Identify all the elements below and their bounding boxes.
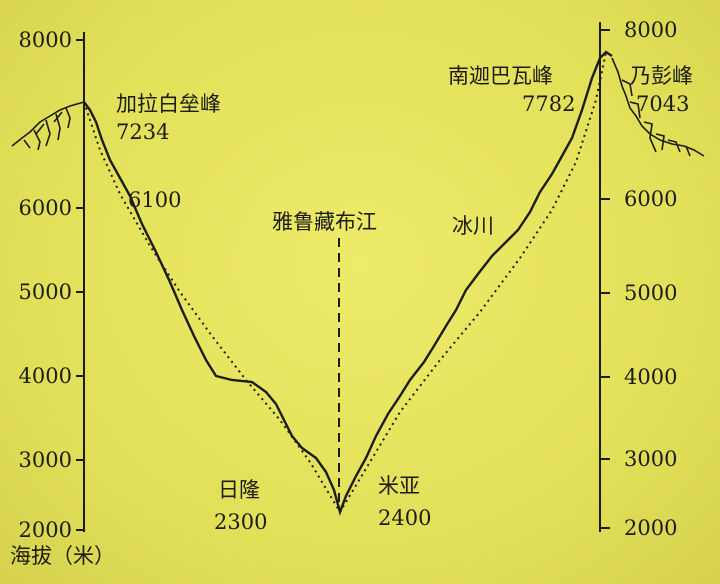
rilong-name: 日隆 (218, 478, 260, 502)
left-tick-5000: 5000 (18, 280, 72, 304)
right-tick-5000: 5000 (624, 281, 678, 305)
left-tick-3000: 3000 (18, 448, 72, 472)
miya-name: 米亚 (378, 474, 420, 498)
miya-elevation: 2400 (378, 506, 432, 530)
west-peak-elevation: 7234 (116, 120, 170, 144)
right-tick-8000: 8000 (624, 18, 678, 42)
glacier-label: 冰川 (452, 214, 494, 238)
left-tick-4000: 4000 (18, 364, 72, 388)
right-tick-2000: 2000 (624, 516, 678, 540)
right-tick-6000: 6000 (624, 187, 678, 211)
rilong-elevation: 2300 (214, 510, 268, 534)
terrain-profile-line (83, 50, 613, 516)
left-tick-6000: 6000 (18, 196, 72, 220)
left-tick-2000: 2000 (18, 518, 72, 542)
right-tick-3000: 3000 (624, 447, 678, 471)
elevation-axis-label: 海拔（米） (10, 544, 115, 568)
left-tick-8000: 8000 (18, 28, 72, 52)
far-east-peak-name: 乃彭峰 (630, 64, 693, 88)
west-ridge-sketch (11, 101, 85, 151)
right-axis-ticks (600, 29, 610, 529)
left-axis-ticks (76, 39, 84, 531)
river-label: 雅鲁藏布江 (272, 210, 377, 234)
east-peak-elevation: 7782 (522, 92, 576, 116)
right-tick-4000: 4000 (624, 365, 678, 389)
west-peak-name: 加拉白垒峰 (116, 92, 221, 116)
far-east-peak-elevation: 7043 (636, 92, 690, 116)
west-slope-elevation-mark: 6100 (128, 188, 182, 212)
dotted-profile-line (83, 51, 607, 514)
east-ridge-sketch (611, 57, 705, 157)
east-peak-name: 南迦巴瓦峰 (448, 64, 553, 88)
